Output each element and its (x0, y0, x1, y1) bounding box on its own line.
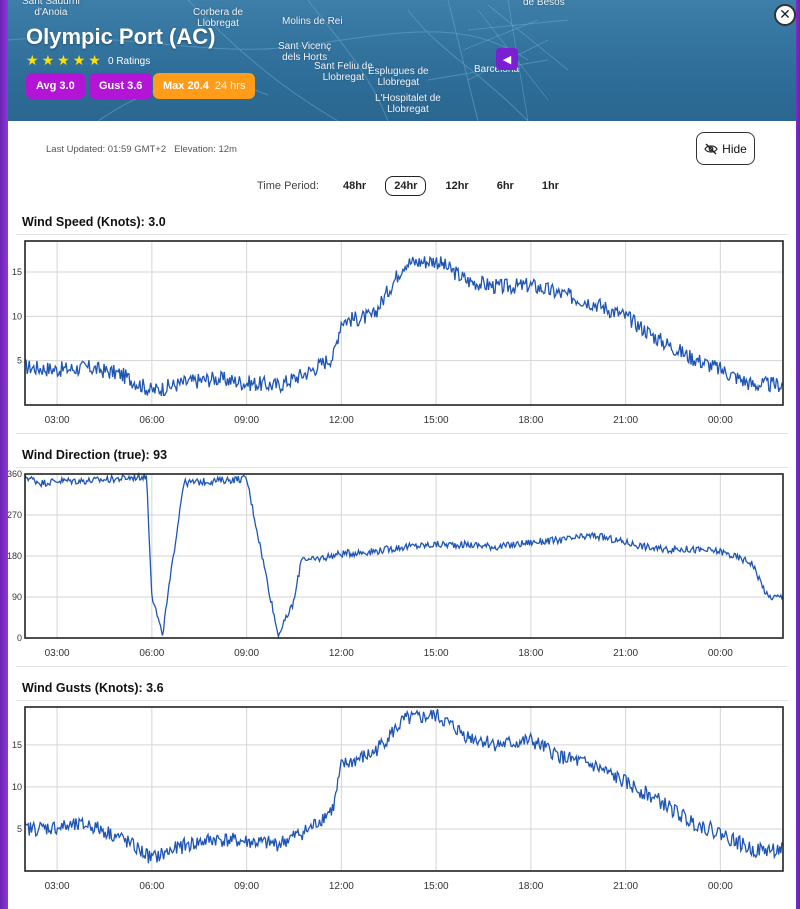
map-header[interactable]: Sant Sadurni d'Anoia Corbera de Llobrega… (8, 0, 796, 121)
x-tick-label: 00:00 (708, 648, 733, 659)
x-tick-label: 15:00 (424, 881, 449, 892)
plot-border (24, 706, 784, 872)
divider (16, 234, 788, 235)
y-tick-label: 180 (8, 551, 22, 561)
x-tick-label: 06:00 (139, 648, 164, 659)
series-line (24, 708, 784, 864)
gust-value: Gust 3.6 (99, 80, 143, 92)
star-icon[interactable]: ★ (88, 52, 101, 68)
map-label: Sant Feliu de Llobregat (314, 61, 373, 83)
y-tick-label: 15 (12, 267, 22, 277)
time-period-selector: Time Period: 48hr 24hr 12hr 6hr 1hr (257, 176, 573, 196)
star-icon[interactable]: ★ (41, 52, 55, 68)
hide-button[interactable]: Hide (696, 132, 755, 165)
x-tick-label: 03:00 (45, 415, 70, 426)
x-tick-label: 03:00 (45, 881, 70, 892)
x-tick-label: 21:00 (613, 648, 638, 659)
x-tick-label: 09:00 (234, 881, 259, 892)
x-tick-label: 21:00 (613, 415, 638, 426)
x-tick-label: 18:00 (518, 881, 543, 892)
wind-gusts-chart[interactable]: 03:00 06:00 09:00 12:00 15:00 18:00 21:00 00:00… (8, 701, 796, 897)
time-period-label: Time Period: (257, 180, 319, 192)
map-label: Corbera de Llobregat (193, 7, 244, 29)
map-label: Sant Sadurni d'Anoia (22, 0, 80, 18)
max-badge: Max 20.4 24 hrs (153, 73, 256, 99)
divider (16, 467, 788, 468)
station-meta: Last Updated: 01:59 GMT+2 Elevation: 12m (46, 144, 237, 155)
x-tick-label: 09:00 (234, 415, 259, 426)
y-tick-label: 360 (8, 469, 22, 479)
y-tick-label: 10 (12, 311, 22, 321)
x-tick-label: 18:00 (518, 648, 543, 659)
plot-border (24, 473, 784, 639)
wind-speed-chart[interactable]: 03:00 06:00 09:00 12:00 15:00 18:00 21:00 00:00… (8, 235, 796, 431)
divider (16, 666, 788, 667)
x-tick-label: 15:00 (424, 648, 449, 659)
period-option-1hr[interactable]: 1hr (541, 180, 559, 192)
map-label: Barcelona (474, 64, 520, 75)
y-tick-label: 15 (12, 740, 22, 750)
close-button[interactable]: ✕ (774, 4, 796, 26)
x-tick-label: 18:00 (518, 415, 543, 426)
y-tick-label: 5 (17, 824, 22, 834)
star-icon[interactable]: ★ (57, 52, 70, 68)
series-line (24, 471, 784, 640)
x-tick-label: 03:00 (45, 648, 70, 659)
x-tick-label: 06:00 (139, 881, 164, 892)
wind-direction-svg: 03:00 06:00 09:00 12:00 15:00 18:00 21:00 00:00… (7, 469, 784, 659)
x-tick-label: 12:00 (329, 415, 354, 426)
elevation: Elevation: 12m (174, 144, 237, 155)
close-icon: ✕ (779, 6, 791, 22)
divider (16, 433, 788, 434)
last-updated: Last Updated: 01:59 GMT+2 (46, 144, 167, 155)
divider (16, 700, 788, 701)
rating-stars[interactable]: ★ ★ ★ ★ ★ (26, 53, 101, 67)
x-tick-label: 00:00 (708, 881, 733, 892)
series-line (24, 255, 784, 397)
max-value: Max 20.4 (163, 80, 209, 92)
gust-badge: Gust 3.6 (89, 73, 153, 99)
wind-speed-svg: 03:00 06:00 09:00 12:00 15:00 18:00 21:00 00:00… (12, 240, 784, 426)
x-tick-label: 12:00 (329, 881, 354, 892)
x-tick-label: 12:00 (329, 648, 354, 659)
star-icon[interactable]: ★ (26, 52, 39, 68)
y-tick-label: 5 (17, 356, 22, 366)
hide-label: Hide (722, 141, 747, 156)
station-title: Olympic Port (AC) (26, 24, 216, 49)
wind-speed-title: Wind Speed (Knots): 3.0 (22, 215, 166, 229)
station-panel: Last Updated: 01:59 GMT+2 Elevation: 12m… (7, 121, 796, 909)
map-label: Sant Vicenç dels Horts (278, 41, 332, 63)
location-arrow-icon[interactable]: ◀ (496, 48, 518, 70)
y-tick-label: 0 (17, 633, 22, 643)
period-option-6hr[interactable]: 6hr (496, 180, 514, 192)
avg-badge: Avg 3.0 (26, 73, 85, 99)
plot-border (24, 240, 784, 406)
x-tick-label: 21:00 (613, 881, 638, 892)
period-option-48hr[interactable]: 48hr (342, 180, 367, 192)
wind-direction-chart[interactable]: 03:00 06:00 09:00 12:00 15:00 18:00 21:00 00:00… (7, 468, 796, 664)
wind-gusts-title: Wind Gusts (Knots): 3.6 (22, 681, 164, 695)
map-label: Esplugues de Llobregat (368, 66, 429, 88)
wind-gusts-svg: 03:00 06:00 09:00 12:00 15:00 18:00 21:00 00:00… (12, 706, 784, 892)
star-icon[interactable]: ★ (72, 52, 86, 68)
avg-value: Avg 3.0 (36, 80, 75, 92)
x-tick-label: 15:00 (424, 415, 449, 426)
y-tick-label: 90 (12, 592, 22, 602)
map-label: L'Hospitalet de Llobregat (375, 93, 441, 115)
period-option-24hr[interactable]: 24hr (385, 176, 427, 196)
y-tick-label: 270 (8, 510, 22, 520)
wind-direction-title: Wind Direction (true): 93 (22, 448, 168, 462)
ratings-count: 0 Ratings (108, 56, 151, 67)
y-tick-label: 10 (12, 782, 22, 792)
eye-slash-icon (704, 143, 718, 154)
period-option-12hr[interactable]: 12hr (445, 180, 469, 192)
map-label: Molins de Rei (282, 16, 343, 27)
x-tick-label: 09:00 (234, 648, 259, 659)
x-tick-label: 00:00 (708, 415, 733, 426)
map-label: de Besòs (523, 0, 565, 8)
max-period: 24 hrs (214, 80, 246, 92)
x-tick-label: 06:00 (139, 415, 164, 426)
